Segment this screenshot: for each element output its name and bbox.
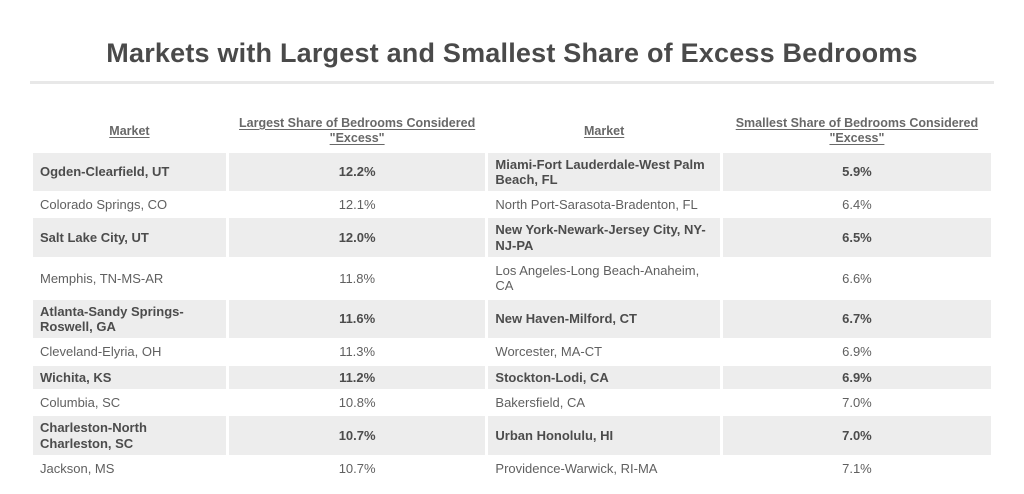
market-smallest-cell: New Haven-Milford, CT xyxy=(488,299,720,339)
excess-bedrooms-table: Market Largest Share of Bedrooms Conside… xyxy=(30,112,994,482)
table-row: Wichita, KS 11.2% Stockton-Lodi, CA 6.9% xyxy=(33,365,991,390)
largest-share-cell: 11.6% xyxy=(228,299,486,339)
table-row: Salt Lake City, UT 12.0% New York-Newark-J… xyxy=(33,218,991,258)
table-row: Colorado Springs, CO 12.1% North Port-Sara… xyxy=(33,193,991,217)
table-row: Charleston-North Charleston, SC 10.7% Urba… xyxy=(33,416,991,456)
table-row: Jackson, MS 10.7% Providence-Warwick, RI-M… xyxy=(33,457,991,481)
market-smallest-cell: North Port-Sarasota-Bradenton, FL xyxy=(488,193,720,217)
market-largest-cell: Salt Lake City, UT xyxy=(33,218,226,258)
smallest-share-cell: 6.6% xyxy=(722,259,991,298)
smallest-share-cell: 6.4% xyxy=(722,193,991,217)
largest-share-cell: 10.7% xyxy=(228,416,486,456)
largest-share-cell: 11.3% xyxy=(228,340,486,364)
smallest-share-cell: 7.1% xyxy=(722,457,991,481)
largest-share-cell: 12.0% xyxy=(228,218,486,258)
market-largest-cell: Charleston-North Charleston, SC xyxy=(33,416,226,456)
smallest-share-cell: 7.0% xyxy=(722,391,991,415)
market-largest-cell: Ogden-Clearfield, UT xyxy=(33,152,226,192)
table-header: Market Largest Share of Bedrooms Conside… xyxy=(33,114,991,151)
largest-share-cell: 10.8% xyxy=(228,391,486,415)
largest-share-cell: 10.7% xyxy=(228,457,486,481)
market-smallest-cell: Los Angeles-Long Beach-Anaheim, CA xyxy=(488,259,720,298)
market-largest-cell: Colorado Springs, CO xyxy=(33,193,226,217)
table-row: Ogden-Clearfield, UT 12.2% Miami-Fort Laud… xyxy=(33,152,991,192)
market-largest-cell: Memphis, TN-MS-AR xyxy=(33,259,226,298)
header-row: Market Largest Share of Bedrooms Conside… xyxy=(33,114,991,151)
page-title: Markets with Largest and Smallest Share … xyxy=(106,38,918,68)
market-smallest-cell: Stockton-Lodi, CA xyxy=(488,365,720,390)
largest-share-cell: 12.1% xyxy=(228,193,486,217)
market-smallest-cell: Urban Honolulu, HI xyxy=(488,416,720,456)
col-header-market-largest: Market xyxy=(109,123,150,138)
market-smallest-cell: New York-Newark-Jersey City, NY-NJ-PA xyxy=(488,218,720,258)
largest-share-cell: 11.2% xyxy=(228,365,486,390)
table-row: Atlanta-Sandy Springs-Roswell, GA 11.6% Ne… xyxy=(33,299,991,339)
largest-share-cell: 12.2% xyxy=(228,152,486,192)
market-largest-cell: Jackson, MS xyxy=(33,457,226,481)
market-smallest-cell: Worcester, MA-CT xyxy=(488,340,720,364)
table-row: Columbia, SC 10.8% Bakersfield, CA 7.0% xyxy=(33,391,991,415)
market-largest-cell: Columbia, SC xyxy=(33,391,226,415)
market-largest-cell: Wichita, KS xyxy=(33,365,226,390)
table-row: Cleveland-Elyria, OH 11.3% Worcester, MA-C… xyxy=(33,340,991,364)
table-body: Ogden-Clearfield, UT 12.2% Miami-Fort Laud… xyxy=(33,152,991,481)
table-row: Memphis, TN-MS-AR 11.8% Los Angeles-Long B… xyxy=(33,259,991,298)
market-largest-cell: Cleveland-Elyria, OH xyxy=(33,340,226,364)
market-smallest-cell: Bakersfield, CA xyxy=(488,391,720,415)
smallest-share-cell: 6.7% xyxy=(722,299,991,339)
col-header-market-smallest: Market xyxy=(583,123,625,138)
smallest-share-cell: 6.9% xyxy=(722,340,991,364)
smallest-share-cell: 6.5% xyxy=(722,218,991,258)
market-smallest-cell: Providence-Warwick, RI-MA xyxy=(488,457,720,481)
smallest-share-cell: 6.9% xyxy=(722,365,991,390)
market-smallest-cell: Miami-Fort Lauderdale-West Palm Beach, F… xyxy=(488,152,720,192)
smallest-share-cell: 5.9% xyxy=(722,152,991,192)
title-divider xyxy=(30,81,994,84)
market-largest-cell: Atlanta-Sandy Springs-Roswell, GA xyxy=(33,299,226,339)
largest-share-cell: 11.8% xyxy=(228,259,486,298)
col-header-largest-share: Largest Share of Bedrooms Considered "Ex… xyxy=(239,116,476,146)
smallest-share-cell: 7.0% xyxy=(722,416,991,456)
col-header-smallest-share: Smallest Share of Bedrooms Considered "E… xyxy=(735,116,979,146)
